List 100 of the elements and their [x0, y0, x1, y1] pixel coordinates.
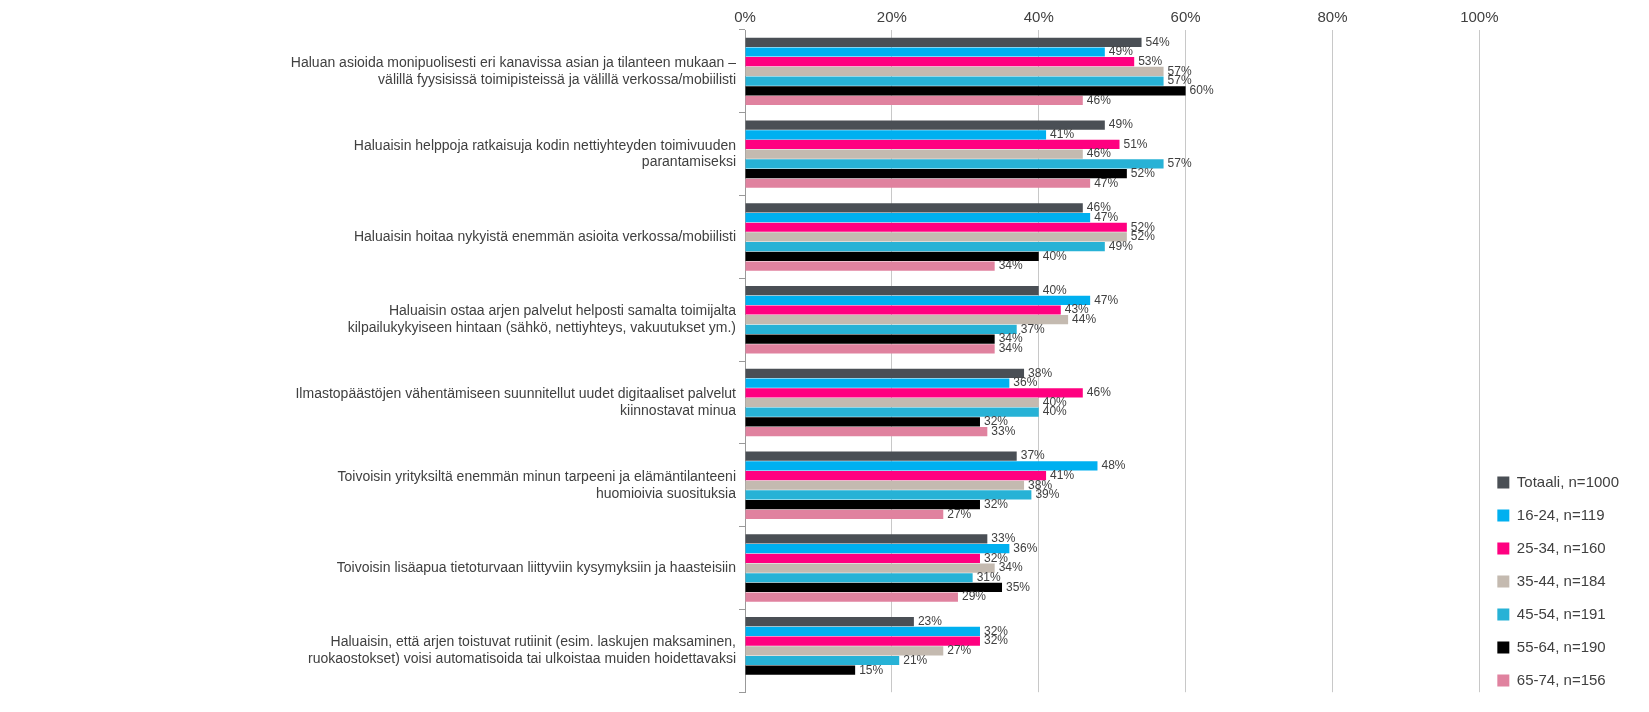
bar	[745, 37, 1142, 47]
bar	[745, 461, 1098, 471]
bar	[745, 251, 1039, 261]
data-label: 41%	[1050, 127, 1075, 142]
bar	[745, 57, 1135, 67]
data-label: 39%	[1035, 487, 1060, 502]
data-label: 32%	[983, 496, 1009, 511]
bar	[745, 563, 995, 573]
data-label: 40%	[1042, 248, 1068, 263]
bar	[745, 242, 1105, 252]
y-tick-label: Haluaisin hoitaa nykyistä enemmän asioita verkossa/mobiilisti	[353, 227, 736, 244]
legend-label: 65-74, n=156	[1516, 670, 1606, 688]
x-tick-label: 60%	[1170, 8, 1201, 26]
bar	[745, 573, 973, 583]
bar	[745, 470, 1047, 481]
data-label: 48%	[1101, 458, 1126, 473]
bar	[745, 397, 1039, 408]
data-label: 57%	[1167, 156, 1192, 171]
legend-label: 35-44, n=184	[1516, 571, 1606, 589]
y-tick-label: Haluaisin ostaa arjen palvelut helposti samalta toimijalta kilpailukykyiseen hintaan (sähkö, nettiyhteys, vakuutukset ym.)	[347, 302, 737, 335]
data-label: 44%	[1072, 312, 1097, 327]
data-label: 46%	[1086, 92, 1112, 107]
x-tick-label: 100%	[1460, 8, 1499, 26]
bar	[745, 534, 988, 544]
x-tick-label: 20%	[876, 8, 907, 26]
bar	[745, 509, 944, 519]
bar	[745, 417, 980, 427]
bar	[745, 665, 856, 675]
data-label: 53%	[1138, 54, 1163, 68]
bar	[745, 407, 1039, 417]
bar	[745, 368, 1025, 378]
data-label: 49%	[1108, 117, 1134, 132]
data-label: 60%	[1189, 83, 1214, 98]
y-tick-label: Ilmastopäästöjen vähentämiseen suunnitellut uudet digitaaliset palvelut kiinnostavat minua	[295, 384, 737, 418]
bar	[745, 655, 900, 666]
legend-label: 55-64, n=190	[1516, 637, 1606, 655]
legend-label: 16-24, n=119	[1516, 505, 1605, 523]
bar	[745, 617, 914, 627]
data-label: 40%	[1042, 282, 1068, 297]
bar	[745, 544, 1010, 554]
bar	[745, 76, 1164, 86]
data-label: 46%	[1086, 146, 1112, 161]
bar	[745, 66, 1164, 76]
data-label: 35%	[1006, 579, 1031, 594]
bar	[745, 490, 1032, 500]
bar	[745, 305, 1061, 315]
data-label: 52%	[1130, 229, 1156, 244]
bar	[745, 636, 980, 646]
data-label: 49%	[1108, 44, 1134, 59]
data-label: 52%	[1130, 165, 1156, 180]
data-label: 15%	[859, 662, 884, 677]
bar	[745, 334, 995, 344]
bar	[745, 582, 1003, 593]
bar	[745, 451, 1017, 461]
data-label: 47%	[1094, 175, 1119, 190]
data-label: 21%	[903, 652, 928, 667]
bar	[745, 295, 1091, 305]
bar	[745, 626, 980, 637]
data-label: 47%	[1094, 292, 1119, 307]
x-tick-label: 0%	[734, 8, 756, 26]
bar	[745, 426, 988, 437]
bar	[745, 646, 944, 656]
data-label: 54%	[1145, 34, 1170, 49]
bar	[745, 168, 1127, 179]
bar	[745, 344, 995, 354]
bar	[745, 86, 1186, 96]
data-label: 27%	[947, 643, 972, 658]
x-tick-label: 40%	[1023, 8, 1054, 26]
bar	[745, 286, 1039, 296]
bar	[745, 95, 1083, 106]
data-label: 34%	[998, 258, 1024, 273]
legend-label: 45-54, n=191	[1516, 604, 1606, 622]
bar	[745, 261, 995, 271]
data-label: 23%	[917, 614, 943, 629]
bar	[745, 378, 1010, 388]
data-label: 41%	[1050, 467, 1075, 482]
bar	[745, 47, 1105, 57]
bar	[745, 315, 1069, 325]
data-label: 51%	[1123, 136, 1148, 151]
bar	[745, 120, 1105, 130]
data-label: 36%	[1013, 540, 1038, 555]
bar	[745, 553, 980, 563]
legend-label: Totaali, n=1000	[1516, 472, 1620, 490]
bar	[745, 178, 1091, 188]
legend-label: 25-34, n=160	[1516, 538, 1606, 556]
data-label: 46%	[1086, 385, 1112, 400]
y-tick-label: Haluaisin helppoja ratkaisuja kodin nettiyhteyden toimivuuden parantamiseksi	[353, 136, 736, 170]
bar	[745, 222, 1127, 232]
bar	[745, 139, 1120, 150]
bar	[745, 130, 1047, 140]
bar	[745, 592, 958, 602]
data-label: 34%	[998, 341, 1024, 356]
bar	[745, 324, 1017, 335]
bar	[745, 500, 980, 510]
bar	[745, 203, 1083, 213]
data-label: 37%	[1020, 448, 1046, 463]
y-tick-label: Toivoisin lisäapua tietoturvaan liittyviin kysymyksiin ja haasteisiin	[336, 558, 736, 575]
bar	[745, 388, 1083, 398]
bar	[745, 149, 1083, 159]
data-label: 27%	[947, 506, 972, 521]
